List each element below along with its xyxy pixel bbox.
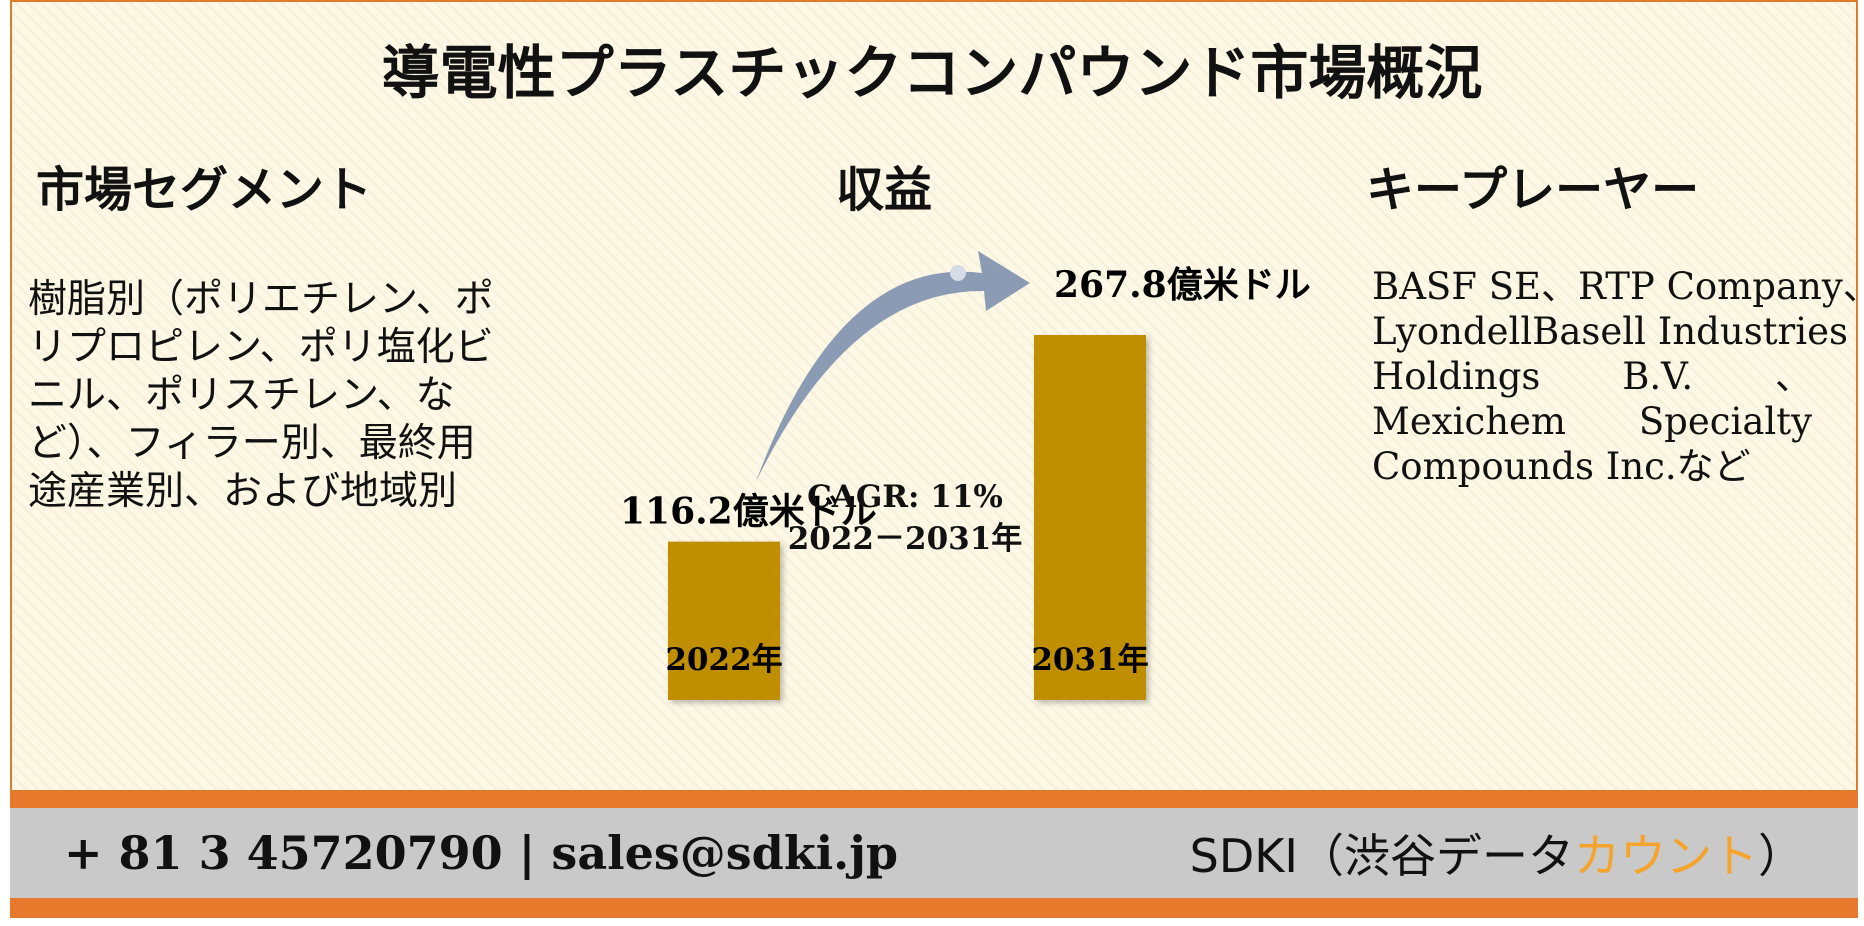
brand-end: ） (1758, 829, 1804, 883)
segment-line: 樹脂別（ポリエチレン、ポ (28, 277, 494, 322)
segment-description: 樹脂別（ポリエチレン、ポ リプロピレン、ポリ塩化ビ ニル、ポリスチレン、な ど）… (28, 276, 548, 516)
arrow-dot-icon (950, 265, 966, 281)
cagr-value: CAGR: 11% (807, 479, 1003, 515)
page-title: 導電性プラスチックコンパウンド市場概況 (381, 39, 1483, 107)
brand-name: SDKI（渋谷データカウント） (1190, 820, 1804, 886)
segment-line: 途産業別、および地域別 (28, 469, 458, 514)
cagr-annotation: CAGR: 11% 2022－2031年 (780, 476, 1030, 560)
bar-2031 (1034, 335, 1146, 700)
content-panel (10, 0, 1858, 792)
segment-line: リプロピレン、ポリ塩化ビ (28, 325, 494, 370)
cagr-period: 2022－2031年 (787, 521, 1023, 557)
key-player-line: Holdings B.V. 、 (1372, 355, 1812, 398)
segment-heading: 市場セグメント (36, 162, 373, 218)
key-player-line: Mexichem Specialty (1372, 400, 1812, 443)
category-label-2031: 2031年 (1031, 642, 1148, 678)
value-label-2031: 267.8億米ドル (1054, 264, 1311, 306)
footer-bar (10, 808, 1858, 898)
segment-line: ニル、ポリスチレン、な (28, 373, 455, 418)
key-player-line: LyondellBasell Industries (1372, 310, 1848, 353)
key-players-list: BASF SE、RTP Company、 LyondellBasell Indu… (1372, 264, 1864, 489)
bar-2022 (668, 541, 780, 700)
brand-main: SDKI（渋谷データ (1189, 829, 1574, 883)
contact-info: + 81 3 45720790 | sales@sdki.jp (64, 826, 898, 880)
key-player-line: Compounds Inc.など (1372, 445, 1751, 488)
key-players-heading: キープレーヤー (1366, 162, 1700, 218)
value-label-2022: 116.2億米ドル (620, 491, 877, 533)
key-player-line: BASF SE、RTP Company、 (1372, 265, 1864, 308)
category-label-2022: 2022年 (665, 642, 782, 678)
growth-arrow-icon (756, 251, 1030, 482)
segment-line: ど）、フィラー別、最終用 (28, 421, 476, 466)
revenue-heading: 収益 (836, 162, 933, 218)
brand-accent: カウント (1574, 829, 1758, 883)
